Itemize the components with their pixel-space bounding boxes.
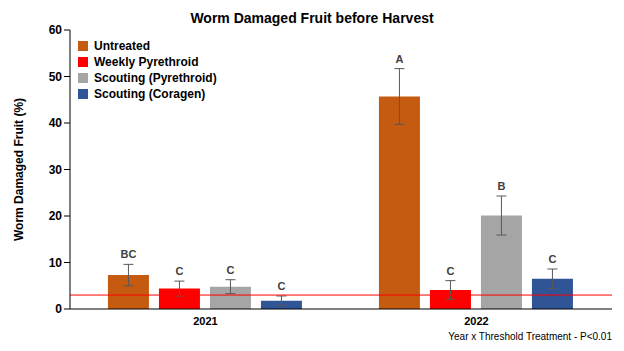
html-text:Scouting (Coragen): Scouting (Coragen)	[94, 87, 206, 101]
html-text:Worm Damaged Fruit before Harv: Worm Damaged Fruit before Harvest	[190, 10, 434, 26]
svg-text:2022: 2022	[464, 315, 488, 327]
svg-text:C: C	[548, 253, 556, 265]
svg-text:20: 20	[49, 209, 63, 223]
svg-text:B: B	[497, 180, 505, 192]
svg-text:2021: 2021	[193, 315, 217, 327]
svg-text:C: C	[277, 280, 285, 292]
svg-text:A: A	[395, 53, 403, 65]
svg-text:10: 10	[49, 256, 63, 270]
html-text:Year x Threshold Treatment - P: Year x Threshold Treatment - P<0.01	[448, 331, 612, 342]
svg-text:30: 30	[49, 163, 63, 177]
svg-text:Worm Damaged Fruit (%): Worm Damaged Fruit (%)	[12, 98, 26, 241]
svg-text:BC: BC	[120, 248, 136, 260]
svg-text:C: C	[446, 265, 454, 277]
svg-text:C: C	[226, 264, 234, 276]
svg-text:40: 40	[49, 116, 63, 130]
svg-text:60: 60	[49, 23, 63, 37]
svg-text:C: C	[175, 265, 183, 277]
svg-text:0: 0	[55, 302, 62, 316]
html-text:Untreated: Untreated	[94, 39, 150, 53]
html-text:Scouting (Pyrethroid): Scouting (Pyrethroid)	[94, 71, 217, 85]
html-text:Weekly Pyrethroid: Weekly Pyrethroid	[94, 55, 199, 69]
svg-text:50: 50	[49, 70, 63, 84]
